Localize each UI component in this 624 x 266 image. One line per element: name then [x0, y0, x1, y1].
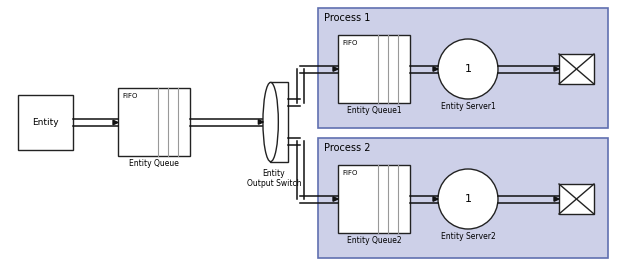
Bar — [118, 88, 190, 156]
Text: FIFO: FIFO — [342, 40, 358, 46]
Ellipse shape — [263, 82, 278, 162]
Bar — [338, 35, 410, 103]
Bar — [18, 95, 73, 150]
Polygon shape — [433, 197, 438, 201]
Polygon shape — [333, 197, 338, 201]
Polygon shape — [113, 120, 118, 125]
Polygon shape — [433, 67, 438, 71]
Polygon shape — [554, 197, 559, 201]
Text: Entity Server2: Entity Server2 — [441, 232, 495, 241]
Bar — [559, 54, 594, 84]
Circle shape — [438, 39, 498, 99]
Text: Entity
Output Switch: Entity Output Switch — [246, 169, 301, 188]
Text: FIFO: FIFO — [122, 93, 137, 99]
Text: Entity Queue1: Entity Queue1 — [347, 106, 401, 115]
Bar — [559, 184, 594, 214]
Bar — [318, 8, 608, 128]
Text: 1: 1 — [464, 194, 472, 204]
Text: Process 1: Process 1 — [324, 13, 371, 23]
Polygon shape — [333, 67, 338, 71]
Text: Entity: Entity — [32, 118, 59, 127]
Circle shape — [438, 169, 498, 229]
Bar — [270, 82, 288, 162]
Polygon shape — [554, 67, 559, 71]
Polygon shape — [258, 120, 263, 124]
Text: FIFO: FIFO — [342, 170, 358, 176]
Text: Entity Server1: Entity Server1 — [441, 102, 495, 111]
Bar — [318, 138, 608, 258]
Bar — [338, 165, 410, 233]
Text: Process 2: Process 2 — [324, 143, 371, 153]
Text: Entity Queue: Entity Queue — [129, 159, 179, 168]
Text: 1: 1 — [464, 64, 472, 74]
Text: Entity Queue2: Entity Queue2 — [347, 236, 401, 245]
